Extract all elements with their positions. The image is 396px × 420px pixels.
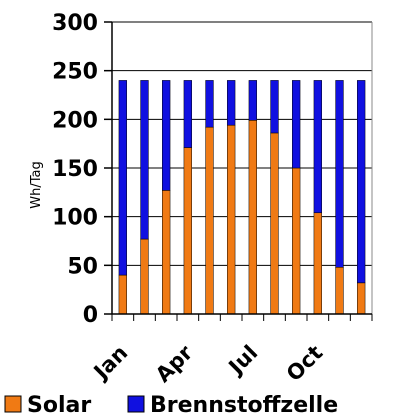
bar-solar-jun — [227, 124, 236, 315]
gridlines — [112, 21, 373, 314]
x-tick-label-jan: Jan — [88, 341, 133, 386]
bar-solar-oct — [313, 212, 322, 315]
bar-solar-sep — [292, 167, 301, 315]
x-tick-label-jul: Jul — [223, 341, 263, 381]
bar-brennstoffzelle-dec — [357, 80, 366, 284]
y-tick-label: 150 — [52, 157, 98, 182]
y-axis-label: Wh/Tag — [29, 161, 44, 208]
y-tick-label: 300 — [52, 11, 98, 36]
bar-brennstoffzelle-feb — [140, 80, 149, 240]
x-tick-label-apr: Apr — [151, 340, 198, 387]
bar-brennstoffzelle-may — [205, 80, 214, 128]
y-tick-labels: 0 50 100 150 200 250 300 — [52, 11, 98, 328]
bar-solar-feb — [140, 238, 149, 315]
bar-brennstoffzelle-sep — [292, 80, 301, 169]
bar-brennstoffzelle-nov — [335, 80, 344, 268]
legend: Solar Brennstoffzelle — [4, 393, 338, 418]
bar-brennstoffzelle-jun — [227, 80, 236, 126]
bar-solar-nov — [335, 267, 344, 315]
y-tick-label: 200 — [52, 108, 98, 133]
y-tick-label: 100 — [52, 206, 98, 231]
bar-solar-apr — [183, 147, 192, 315]
bar-brennstoffzelle-oct — [313, 80, 322, 214]
bar-solar-aug — [270, 132, 279, 315]
bar-brennstoffzelle-mar — [162, 80, 171, 191]
y-tick-label: 50 — [67, 254, 98, 279]
bar-solar-dec — [357, 282, 366, 315]
legend-label-solar: Solar — [27, 393, 91, 418]
bar-brennstoffzelle-aug — [270, 80, 279, 134]
bar-solar-jan — [118, 274, 127, 315]
legend-swatch-brennstoffzelle — [127, 395, 145, 413]
y-tick-label: 0 — [83, 303, 98, 328]
bars — [118, 80, 366, 315]
axes — [104, 21, 373, 321]
y-tick-label: 250 — [52, 60, 98, 85]
legend-label-brennstoffzelle: Brennstoffzelle — [150, 393, 338, 418]
legend-swatch-solar — [4, 395, 22, 413]
bar-brennstoffzelle-jul — [248, 80, 257, 121]
x-tick-labels: Jan Apr Jul Oct — [88, 340, 328, 387]
bar-brennstoffzelle-apr — [183, 80, 192, 148]
bar-solar-mar — [162, 190, 171, 315]
bar-solar-may — [205, 126, 214, 315]
bar-brennstoffzelle-jan — [118, 80, 127, 276]
x-tick-label-oct: Oct — [282, 341, 327, 386]
bar-solar-jul — [248, 120, 257, 315]
